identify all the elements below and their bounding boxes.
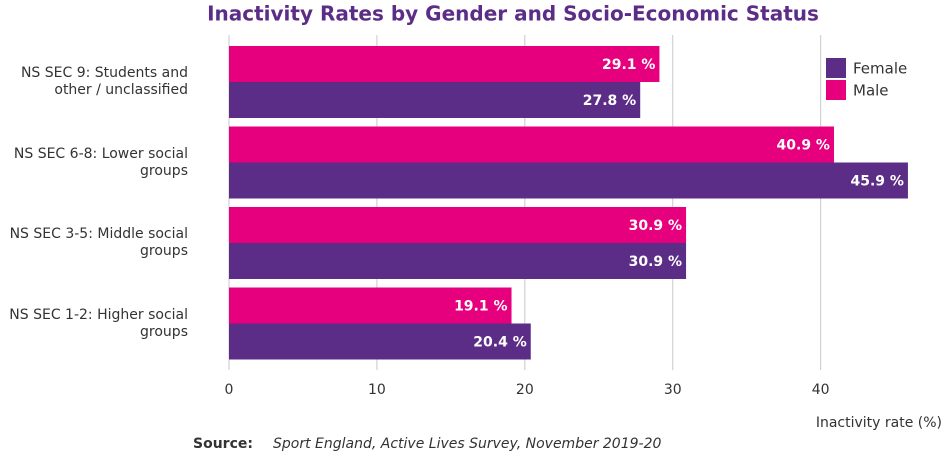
category-label: NS SEC 3-5: Middle social groups xyxy=(9,226,188,259)
x-tick-label: 20 xyxy=(516,382,534,398)
value-label: 19.1 % xyxy=(454,299,507,315)
x-tick-label: 0 xyxy=(225,382,234,398)
value-label: 30.9 % xyxy=(629,254,682,270)
legend-swatch xyxy=(826,80,846,100)
bar xyxy=(229,323,531,360)
legend-label: Male xyxy=(853,82,889,100)
value-label: 27.8 % xyxy=(583,93,636,109)
chart-title: Inactivity Rates by Gender and Socio-Eco… xyxy=(207,2,819,26)
bar xyxy=(229,207,687,243)
value-label: 29.1 % xyxy=(602,57,655,73)
x-tick-label: 40 xyxy=(812,382,830,398)
x-axis-label: Inactivity rate (%) xyxy=(816,415,942,431)
legend-swatch xyxy=(826,58,846,78)
bar xyxy=(229,243,687,279)
bar xyxy=(229,46,660,82)
bar xyxy=(229,287,512,324)
value-label: 45.9 % xyxy=(850,174,903,190)
value-label: 40.9 % xyxy=(777,138,830,154)
bar xyxy=(229,162,908,199)
bar xyxy=(229,82,641,118)
x-tick-label: 30 xyxy=(664,382,682,398)
category-label: NS SEC 9: Students and other / unclassif… xyxy=(20,65,188,98)
source: Sport England, Active Lives Survey, Nove… xyxy=(273,436,661,452)
value-label: 20.4 % xyxy=(473,335,526,351)
category-label: NS SEC 6-8: Lower social groups xyxy=(13,145,188,179)
bar xyxy=(229,126,834,163)
legend-label: Female xyxy=(853,60,907,78)
value-label: 30.9 % xyxy=(629,218,682,234)
source-label: Source: xyxy=(193,436,253,452)
category-label: NS SEC 1-2: Higher social groups xyxy=(9,306,188,340)
x-tick-label: 10 xyxy=(368,382,386,398)
